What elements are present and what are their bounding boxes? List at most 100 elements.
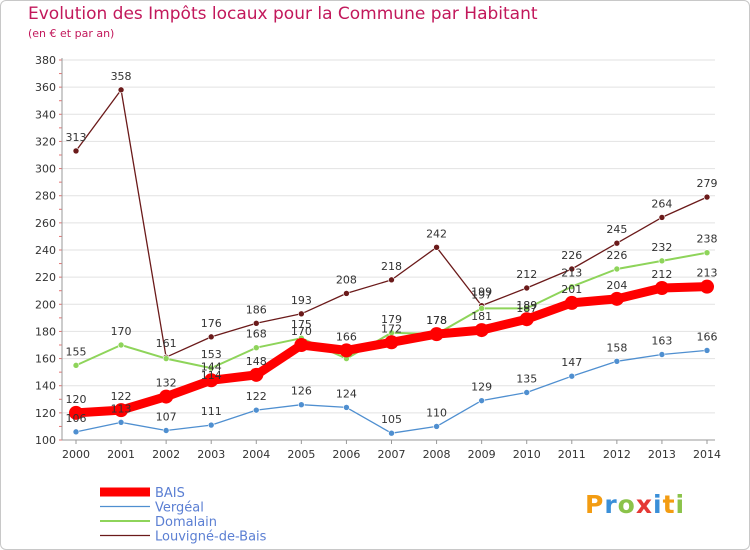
data-label: 166 bbox=[697, 330, 718, 343]
y-tick-label: 160 bbox=[35, 353, 56, 366]
data-label: 313 bbox=[66, 131, 87, 144]
data-point bbox=[609, 291, 624, 306]
data-label: 168 bbox=[246, 328, 267, 341]
legend-label: Louvigné-de-Bais bbox=[155, 530, 267, 545]
logo-letter: i bbox=[675, 490, 686, 519]
data-label: 193 bbox=[291, 294, 312, 307]
data-point bbox=[613, 239, 621, 247]
data-point bbox=[162, 355, 170, 362]
logo-letter: i bbox=[653, 490, 663, 519]
data-label: 245 bbox=[606, 223, 627, 236]
data-point bbox=[429, 327, 444, 342]
proxiti-logo: Proxiti bbox=[585, 490, 685, 519]
data-point bbox=[568, 265, 576, 273]
x-tick-label: 2009 bbox=[468, 448, 496, 461]
data-label: 172 bbox=[381, 322, 402, 335]
logo-letter: o bbox=[617, 490, 636, 519]
data-point bbox=[294, 338, 309, 352]
data-point bbox=[343, 404, 350, 411]
x-tick-label: 2008 bbox=[423, 448, 451, 461]
data-label: 166 bbox=[336, 330, 357, 343]
data-point bbox=[658, 257, 666, 265]
data-label: 126 bbox=[291, 385, 312, 398]
data-label: 212 bbox=[651, 268, 672, 281]
data-label: 106 bbox=[66, 412, 87, 425]
data-point bbox=[343, 290, 350, 297]
data-point bbox=[207, 421, 215, 429]
data-label: 147 bbox=[561, 356, 582, 369]
x-tick-label: 2000 bbox=[62, 448, 90, 461]
data-point bbox=[72, 428, 80, 436]
data-point bbox=[613, 357, 621, 365]
legend-label: BAIS bbox=[155, 486, 185, 501]
chart-title: Evolution des Impôts locaux pour la Comm… bbox=[28, 4, 538, 24]
data-label: 179 bbox=[381, 313, 402, 326]
y-tick-label: 240 bbox=[35, 244, 56, 257]
x-tick-label: 2013 bbox=[648, 448, 676, 461]
x-tick-label: 2005 bbox=[287, 448, 315, 461]
data-label: 170 bbox=[291, 325, 312, 338]
data-label: 163 bbox=[651, 335, 672, 348]
chart-subtitle: (en € et par an) bbox=[28, 27, 115, 40]
data-point bbox=[654, 281, 669, 295]
data-point bbox=[69, 405, 83, 420]
data-label: 201 bbox=[561, 283, 582, 296]
data-label: 178 bbox=[426, 314, 447, 327]
y-tick-label: 280 bbox=[35, 190, 56, 203]
data-label: 226 bbox=[561, 249, 582, 262]
x-tick-label: 2004 bbox=[242, 448, 270, 461]
data-point bbox=[207, 364, 215, 372]
data-label: 124 bbox=[336, 387, 357, 400]
data-point bbox=[162, 427, 170, 434]
data-point bbox=[114, 403, 129, 418]
data-label: 264 bbox=[651, 197, 672, 210]
data-point bbox=[703, 249, 711, 257]
data-label: 212 bbox=[516, 268, 537, 281]
y-tick-label: 300 bbox=[35, 163, 56, 176]
data-point bbox=[298, 401, 305, 409]
data-point bbox=[564, 295, 579, 310]
y-tick-label: 180 bbox=[35, 325, 56, 338]
data-label: 148 bbox=[246, 355, 267, 368]
data-point bbox=[72, 147, 80, 155]
data-label: 158 bbox=[606, 341, 627, 354]
y-tick-label: 200 bbox=[35, 298, 56, 311]
data-label: 170 bbox=[111, 325, 132, 338]
data-point bbox=[204, 373, 219, 388]
y-tick-label: 380 bbox=[35, 54, 56, 67]
data-point bbox=[384, 335, 399, 350]
data-point bbox=[568, 372, 576, 380]
data-point bbox=[117, 86, 125, 94]
data-point bbox=[433, 423, 440, 430]
data-label: 213 bbox=[561, 267, 582, 280]
data-label: 144 bbox=[201, 360, 222, 373]
data-label: 218 bbox=[381, 260, 402, 273]
x-tick-label: 2014 bbox=[693, 448, 721, 461]
data-point bbox=[478, 397, 485, 404]
data-label: 187 bbox=[516, 302, 537, 315]
data-point bbox=[703, 193, 711, 201]
data-point bbox=[249, 367, 264, 382]
data-point bbox=[613, 265, 621, 273]
data-label: 111 bbox=[201, 405, 222, 418]
y-tick-label: 260 bbox=[35, 217, 56, 230]
data-point bbox=[388, 429, 395, 437]
data-point bbox=[523, 389, 531, 396]
data-label: 135 bbox=[516, 373, 537, 386]
data-point bbox=[252, 406, 260, 414]
data-point bbox=[252, 319, 260, 327]
data-label: 107 bbox=[156, 411, 177, 424]
data-label: 279 bbox=[697, 177, 718, 190]
data-point bbox=[388, 276, 395, 284]
data-point bbox=[523, 284, 531, 292]
data-label: 105 bbox=[381, 413, 402, 426]
data-label: 122 bbox=[246, 390, 267, 403]
x-tick-label: 2001 bbox=[107, 448, 135, 461]
data-label: 120 bbox=[66, 393, 87, 406]
data-point bbox=[207, 333, 215, 341]
y-tick-label: 340 bbox=[35, 108, 56, 121]
data-label: 110 bbox=[426, 406, 447, 419]
y-tick-label: 140 bbox=[35, 380, 56, 393]
data-label: 161 bbox=[156, 337, 177, 350]
legend-label: Vergéal bbox=[155, 501, 204, 516]
